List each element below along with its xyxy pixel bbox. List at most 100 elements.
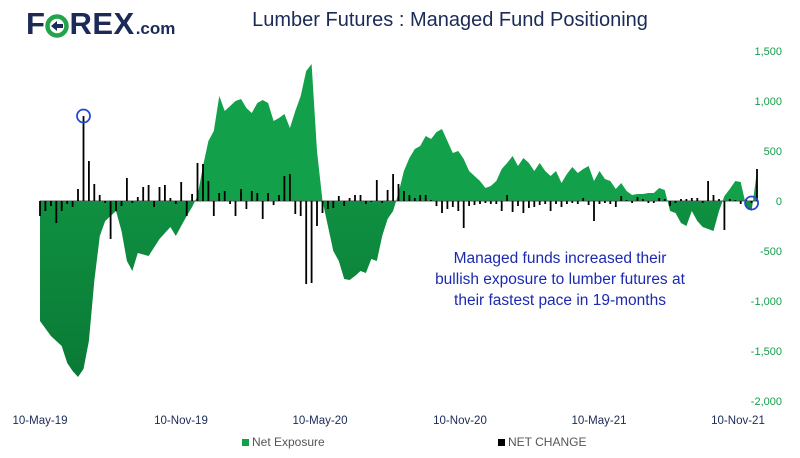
net-change-bar — [354, 195, 356, 201]
net-change-bar — [82, 116, 85, 201]
net-change-bar — [120, 201, 123, 206]
net-change-bar — [359, 195, 362, 201]
net-change-bar — [468, 201, 470, 206]
highlight-circle — [744, 195, 759, 211]
net-change-bar — [685, 199, 688, 201]
net-change-bar — [680, 199, 682, 201]
net-change-bar — [305, 201, 308, 284]
net-change-bar — [739, 201, 742, 204]
net-change-bar — [625, 200, 628, 201]
net-change-bar — [555, 201, 557, 204]
logo-domain: .com — [135, 19, 176, 38]
highlight-circle — [76, 108, 91, 124]
y-tick-label: 1,500 — [754, 46, 782, 58]
net-change-bar — [642, 199, 644, 201]
net-change-bar — [647, 201, 650, 203]
net-change-bar — [620, 196, 623, 201]
net-change-bar — [164, 185, 166, 201]
net-change-bar — [430, 200, 432, 201]
net-change-bar — [348, 198, 351, 201]
chart-title: Lumber Futures : Managed Fund Positionin… — [252, 9, 648, 31]
net-change-bar — [495, 201, 498, 204]
net-change-bar — [71, 201, 74, 207]
net-change-bar — [457, 201, 460, 211]
net-change-bar — [245, 201, 248, 209]
net-change-bar — [343, 201, 346, 206]
net-change-bar — [337, 196, 340, 201]
net-change-bar — [223, 191, 226, 201]
net-change-bar — [560, 201, 563, 207]
net-change-bar — [180, 182, 183, 201]
net-change-bar — [598, 201, 601, 204]
net-change-bar — [500, 201, 503, 211]
net-change-bar — [375, 180, 378, 201]
net-change-bar — [218, 193, 221, 201]
net-change-bar — [136, 197, 139, 201]
net-change-bar — [522, 201, 525, 213]
x-tick-label: 10-May-19 — [13, 415, 68, 427]
logo-text-end: REX — [69, 6, 135, 41]
net-change-bar — [289, 174, 291, 201]
net-change-bar — [50, 201, 52, 206]
net-change-bar — [587, 201, 590, 205]
net-change-bar — [723, 201, 726, 230]
net-change-bar — [283, 176, 286, 201]
net-change-bar — [663, 199, 666, 201]
net-exposure-area-positive — [40, 64, 757, 201]
net-change-bar — [658, 198, 661, 201]
net-change-bar — [576, 201, 579, 204]
net-change-bar — [93, 184, 96, 201]
y-tick-label: 500 — [764, 146, 782, 158]
net-change-bar — [734, 200, 737, 201]
net-change-bar — [566, 201, 568, 204]
net-change-bar — [212, 201, 215, 216]
net-change-bar — [750, 201, 753, 203]
net-change-bar — [147, 185, 150, 201]
net-change-bar — [229, 201, 231, 204]
net-change-bar — [381, 201, 384, 203]
x-tick-label: 10-May-20 — [293, 415, 348, 427]
y-tick-label: -2,000 — [751, 396, 782, 408]
net-change-bar — [484, 201, 487, 203]
net-change-bar — [234, 201, 237, 216]
net-change-bar — [690, 198, 693, 201]
net-change-bar — [370, 201, 373, 202]
annotation-line-2: bullish exposure to lumber futures at — [435, 271, 685, 288]
net-change-bar — [636, 197, 639, 201]
net-change-bar — [267, 193, 269, 201]
net-change-bar — [403, 191, 405, 201]
net-change-bar — [674, 201, 677, 203]
x-tick-label: 10-May-21 — [572, 415, 627, 427]
net-change-bar — [408, 195, 411, 201]
y-tick-label: 0 — [776, 196, 782, 208]
net-change-bar — [39, 201, 41, 216]
legend-net-change: NET CHANGE — [498, 435, 586, 449]
net-change-bar — [696, 198, 699, 201]
net-change-bar — [294, 201, 297, 214]
net-change-bar — [435, 201, 438, 206]
net-change-bar — [131, 201, 134, 203]
net-change-bar — [196, 163, 199, 201]
x-tick-label: 10-Nov-19 — [154, 415, 208, 427]
net-change-bar — [479, 201, 481, 204]
net-change-bar — [652, 201, 655, 203]
x-tick-label: 10-Nov-21 — [711, 415, 765, 427]
net-change-bar — [506, 195, 508, 201]
annotation-line-1: Managed funds increased their — [453, 250, 667, 267]
y-tick-label: -500 — [760, 246, 782, 258]
net-change-bar — [316, 201, 318, 226]
y-tick-label: -1,000 — [751, 296, 782, 308]
net-change-bar — [517, 201, 519, 206]
net-change-bar — [489, 201, 492, 204]
net-change-bar — [609, 201, 612, 204]
net-change-bar — [66, 201, 69, 204]
net-change-bar — [473, 201, 476, 205]
net-change-bar — [728, 199, 731, 201]
net-change-bar — [701, 201, 704, 203]
legend-net-change-swatch — [498, 438, 505, 446]
net-change-bar — [712, 195, 715, 201]
forex-logo: F REX .com — [26, 6, 175, 42]
net-change-bar — [142, 187, 145, 201]
y-tick-label: -1,500 — [751, 346, 782, 358]
